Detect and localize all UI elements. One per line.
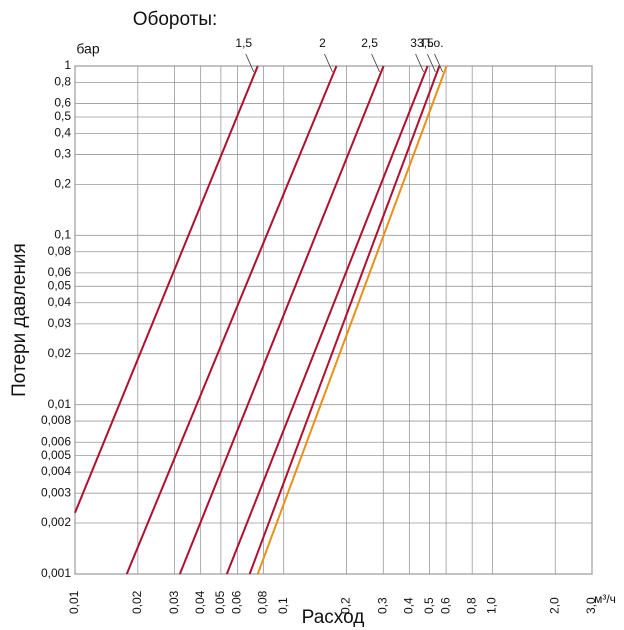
x-tick-label: 0,08 xyxy=(256,590,270,614)
y-tick-label: 0,2 xyxy=(54,177,71,191)
series-line xyxy=(178,65,385,575)
plot-area xyxy=(74,65,593,575)
y-tick-label: 0,05 xyxy=(48,278,72,292)
y-tick-label: 0,06 xyxy=(48,265,72,279)
x-tick-label: 0,8 xyxy=(464,597,478,614)
x-tick-label: 0,02 xyxy=(130,590,144,614)
x-tick-label: 0,03 xyxy=(167,590,181,614)
legend-label: 1,5 xyxy=(235,36,252,50)
y-tick-label: 0,04 xyxy=(48,295,72,309)
x-tick-label: 0,6 xyxy=(438,597,452,614)
y-tick-label: 0,006 xyxy=(41,434,71,448)
leader-line xyxy=(324,53,333,73)
series-line xyxy=(225,65,429,575)
x-tick-label: 0,3 xyxy=(375,597,389,614)
y-tick-label: 0,005 xyxy=(41,448,71,462)
x-unit: м³/ч xyxy=(594,592,616,606)
y-tick-label: 0,3 xyxy=(54,147,71,161)
x-tick-label: 2,0 xyxy=(547,597,561,614)
leader-line xyxy=(245,53,255,73)
y-tick-label: 0,4 xyxy=(54,126,71,140)
x-tick-label: 0,06 xyxy=(230,590,244,614)
y-tick-label: 0,1 xyxy=(54,228,71,242)
leader-line xyxy=(427,53,436,73)
x-tick-label: 0,05 xyxy=(213,590,227,614)
y-tick-label: 0,02 xyxy=(48,346,72,360)
y-tick-label: 0,01 xyxy=(48,397,72,411)
y-tick-label: 0,5 xyxy=(54,109,71,123)
y-tick-label: 0,008 xyxy=(41,413,71,427)
legend-label: 2,5 xyxy=(361,36,378,50)
y-tick-label: 0,001 xyxy=(41,566,71,580)
series-line xyxy=(125,65,338,575)
x-tick-label: 0,01 xyxy=(67,590,81,614)
legend-label: 2 xyxy=(319,36,326,50)
legend-label: П.о. xyxy=(422,36,444,50)
y-tick-label: 0,004 xyxy=(41,464,71,478)
x-tick-label: 0,04 xyxy=(193,590,207,614)
leader-line xyxy=(371,53,380,73)
legend-label: 3,5 xyxy=(417,36,434,50)
y-tick-label: 0,003 xyxy=(41,485,71,499)
leader-line xyxy=(434,53,443,73)
x-axis-label: Расход xyxy=(302,607,365,628)
series-line xyxy=(248,65,441,575)
legend-label: 3 xyxy=(410,36,417,50)
y-axis-label: Потери давления xyxy=(9,243,30,397)
x-tick-label: 0,2 xyxy=(339,597,353,614)
y-unit: бар xyxy=(76,41,99,57)
x-tick-label: 3,0 xyxy=(584,597,598,614)
series-line xyxy=(74,65,259,514)
chart-title: Обороты: xyxy=(133,9,218,30)
y-tick-label: 1 xyxy=(64,58,71,72)
x-tick-label: 1,0 xyxy=(485,597,499,614)
y-tick-label: 0,8 xyxy=(54,75,71,89)
x-tick-label: 0,5 xyxy=(422,597,436,614)
x-tick-label: 0,1 xyxy=(276,597,290,614)
x-tick-label: 0,4 xyxy=(402,597,416,614)
leader-line xyxy=(415,53,424,73)
series-line xyxy=(256,65,448,575)
y-tick-label: 0,6 xyxy=(54,96,71,110)
y-tick-label: 0,03 xyxy=(48,316,72,330)
y-tick-label: 0,08 xyxy=(48,244,72,258)
y-tick-label: 0,002 xyxy=(41,515,71,529)
